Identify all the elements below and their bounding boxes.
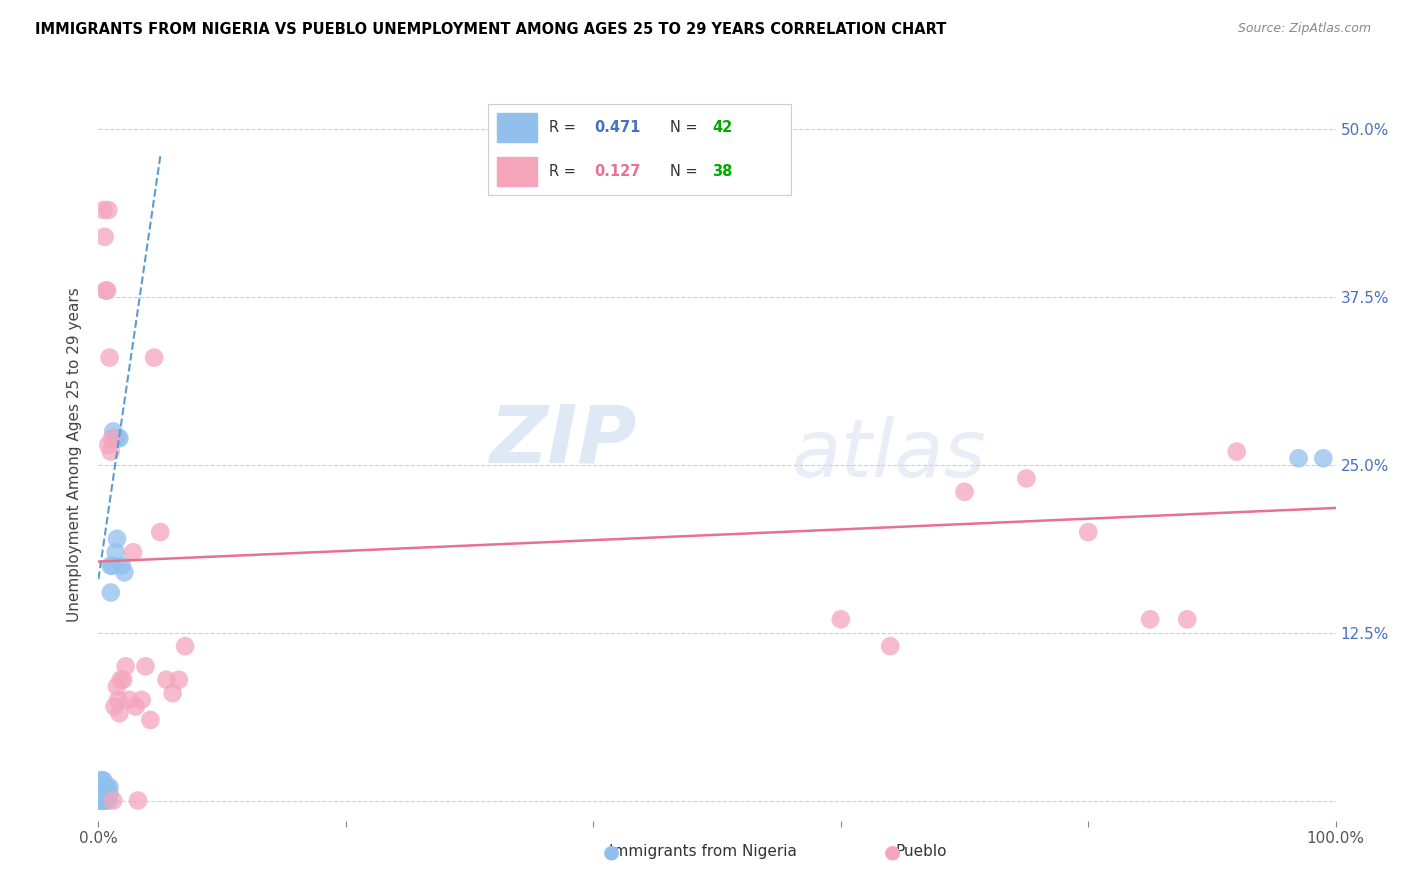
- Point: [143, 351, 166, 365]
- Point: [90, 780, 112, 794]
- Point: [91, 780, 114, 794]
- Point: [111, 558, 134, 573]
- Point: [94, 787, 117, 801]
- Point: [98, 351, 121, 365]
- Point: [174, 639, 197, 653]
- Point: [91, 793, 114, 807]
- Text: ZIP: ZIP: [489, 401, 637, 479]
- Point: [97, 438, 120, 452]
- Point: [101, 558, 124, 573]
- Point: [96, 787, 118, 801]
- Point: [90, 773, 112, 788]
- Point: [91, 787, 114, 801]
- Y-axis label: Unemployment Among Ages 25 to 29 years: Unemployment Among Ages 25 to 29 years: [67, 287, 83, 623]
- Point: [93, 230, 115, 244]
- Point: [107, 693, 129, 707]
- Text: Immigrants from Nigeria: Immigrants from Nigeria: [609, 845, 797, 859]
- Point: [89, 793, 111, 807]
- Point: [93, 780, 115, 794]
- Point: [953, 484, 976, 499]
- Point: [1139, 612, 1161, 626]
- Point: [124, 699, 146, 714]
- Point: [830, 612, 852, 626]
- Point: [167, 673, 190, 687]
- Point: [96, 780, 118, 794]
- Point: [93, 793, 115, 807]
- Point: [112, 673, 135, 687]
- Point: [1175, 612, 1198, 626]
- Point: [98, 780, 121, 794]
- Point: [100, 558, 122, 573]
- Point: [879, 639, 901, 653]
- Text: Pueblo: Pueblo: [896, 845, 946, 859]
- Point: [139, 713, 162, 727]
- Point: [93, 793, 115, 807]
- Point: [100, 444, 122, 458]
- Point: [93, 773, 115, 788]
- Point: [96, 284, 118, 298]
- Text: ●: ●: [603, 842, 620, 862]
- Point: [134, 659, 156, 673]
- Point: [93, 202, 115, 217]
- Point: [103, 425, 125, 439]
- Text: ●: ●: [884, 842, 901, 862]
- Point: [118, 693, 141, 707]
- Point: [103, 793, 125, 807]
- Point: [162, 686, 184, 700]
- Point: [110, 673, 132, 687]
- Point: [105, 680, 128, 694]
- Point: [94, 780, 117, 794]
- Point: [89, 793, 111, 807]
- Point: [108, 431, 131, 445]
- Text: IMMIGRANTS FROM NIGERIA VS PUEBLO UNEMPLOYMENT AMONG AGES 25 TO 29 YEARS CORRELA: IMMIGRANTS FROM NIGERIA VS PUEBLO UNEMPL…: [35, 22, 946, 37]
- Text: Source: ZipAtlas.com: Source: ZipAtlas.com: [1237, 22, 1371, 36]
- Point: [108, 706, 131, 721]
- Point: [98, 787, 121, 801]
- Point: [107, 431, 129, 445]
- Point: [114, 659, 136, 673]
- Point: [103, 431, 125, 445]
- Point: [103, 699, 125, 714]
- Point: [97, 787, 120, 801]
- Point: [105, 532, 128, 546]
- Point: [90, 793, 112, 807]
- Point: [149, 525, 172, 540]
- Point: [93, 780, 115, 794]
- Point: [127, 793, 149, 807]
- Point: [122, 545, 145, 559]
- Point: [1077, 525, 1099, 540]
- Point: [155, 673, 177, 687]
- Point: [131, 693, 153, 707]
- Text: atlas: atlas: [792, 416, 986, 494]
- Point: [93, 787, 115, 801]
- Point: [91, 773, 114, 788]
- Point: [97, 202, 120, 217]
- Point: [1312, 451, 1334, 466]
- Point: [94, 793, 117, 807]
- Point: [89, 787, 111, 801]
- Point: [1288, 451, 1310, 466]
- Point: [1226, 444, 1249, 458]
- Point: [93, 787, 115, 801]
- Point: [104, 545, 127, 559]
- Point: [100, 585, 122, 599]
- Point: [1015, 471, 1038, 485]
- Point: [97, 793, 120, 807]
- Point: [112, 566, 135, 580]
- Point: [90, 793, 112, 807]
- Point: [89, 780, 111, 794]
- Point: [90, 787, 112, 801]
- Point: [101, 431, 124, 445]
- Point: [94, 284, 117, 298]
